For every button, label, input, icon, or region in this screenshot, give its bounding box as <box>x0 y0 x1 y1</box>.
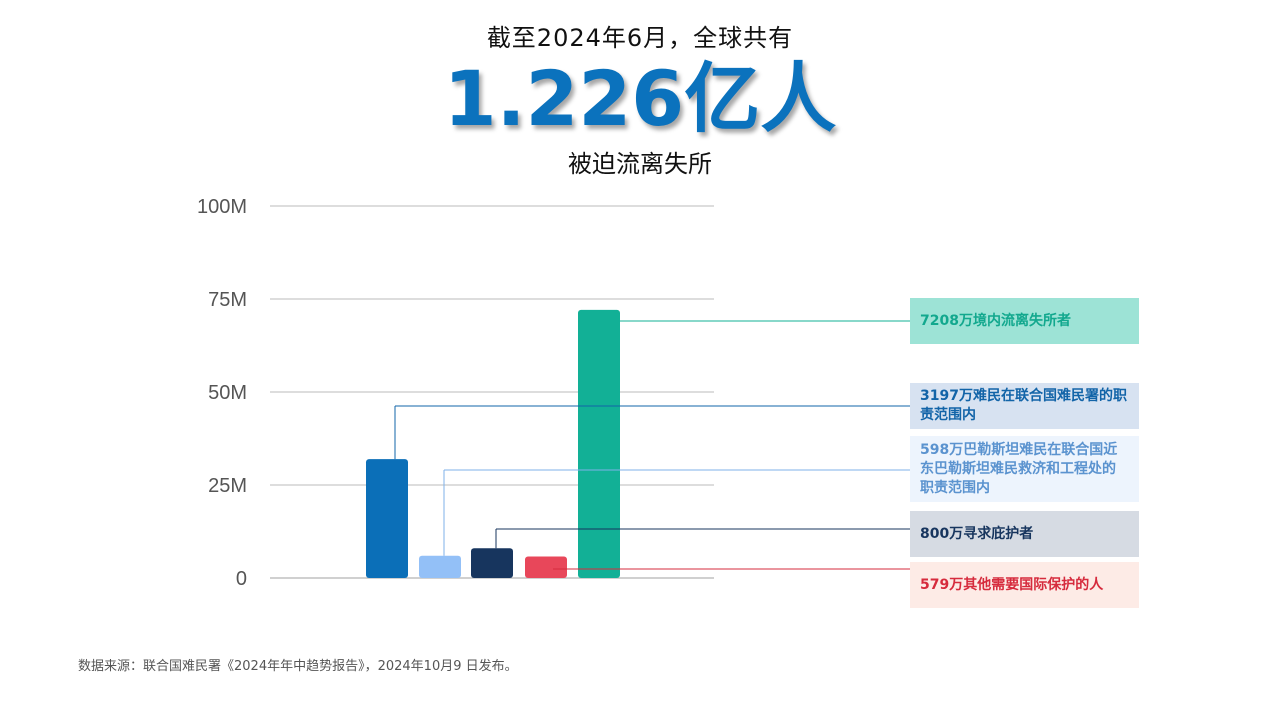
y-tick-label: 50M <box>208 382 247 404</box>
bar-palestine_unrwa <box>419 555 461 578</box>
callout-asylum_seekers: 800万寻求庇护者 <box>910 511 1139 557</box>
callout-other_protection: 579万其他需要国际保护的人 <box>910 562 1139 608</box>
y-tick-label: 100M <box>197 196 247 218</box>
y-tick-label: 75M <box>208 289 247 311</box>
bar-other_protection <box>525 556 567 578</box>
bar-asylum_seekers <box>471 548 513 578</box>
data-source-note: 数据来源：联合国难民署《2024年年中趋势报告》，2024年10月9 日发布。 <box>78 659 518 674</box>
headline-bottom-line: 被迫流离失所 <box>568 150 712 178</box>
callout-palestine_unrwa: 598万巴勒斯坦难民在联合国近东巴勒斯坦难民救济和工程处的职责范围内 <box>910 436 1139 502</box>
bar-idps <box>578 309 620 578</box>
headline-top-line: 截至2024年6月，全球共有 <box>486 24 794 52</box>
headline-total-number: 1.226亿人 <box>443 54 837 143</box>
callout-refugees_unhcr: 3197万难民在联合国难民署的职责范围内 <box>910 383 1139 429</box>
y-tick-label: 0 <box>236 568 247 590</box>
y-tick-label: 25M <box>208 475 247 497</box>
bar-refugees_unhcr <box>366 459 408 578</box>
callout-idps: 7208万境内流离失所者 <box>910 298 1139 344</box>
